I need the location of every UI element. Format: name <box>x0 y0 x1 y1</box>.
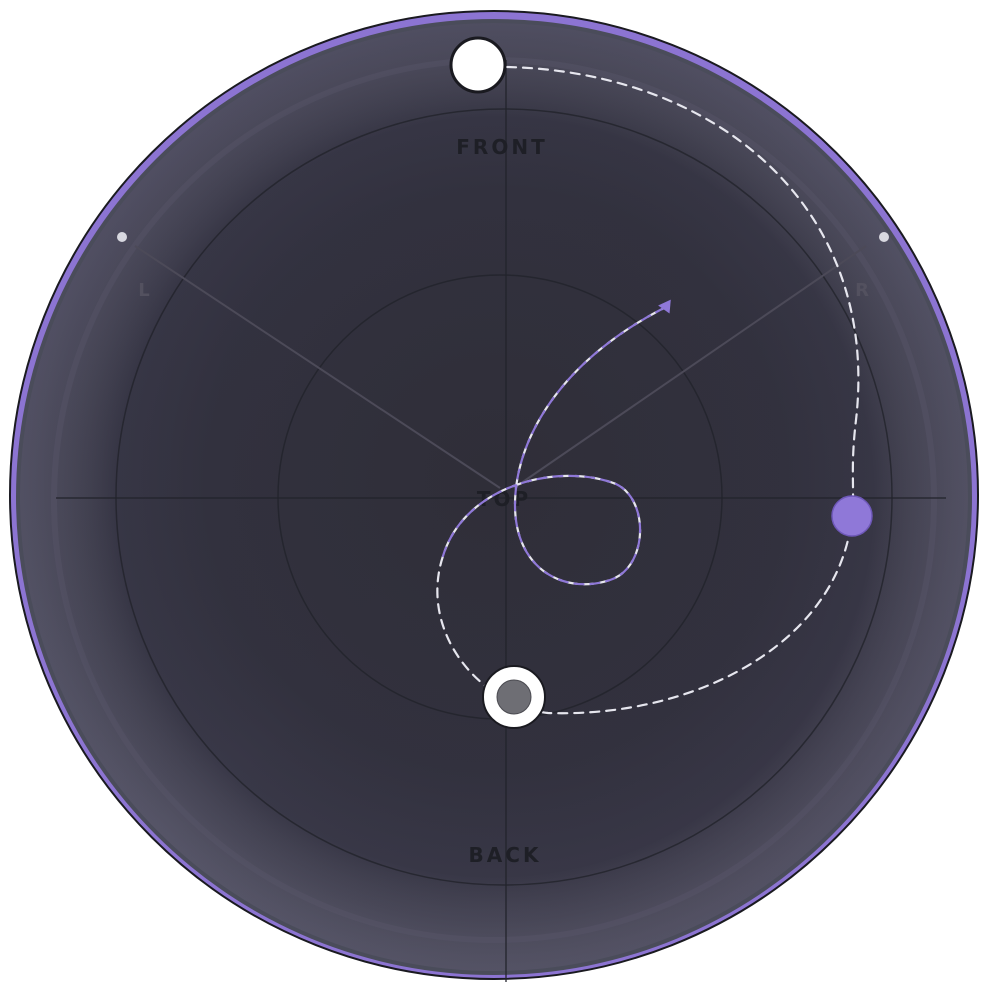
purple-handle[interactable] <box>832 496 872 536</box>
top-handle[interactable] <box>451 38 505 92</box>
left-speaker-dot <box>117 232 127 242</box>
source-handle-inner <box>497 680 531 714</box>
left-label: L <box>138 280 149 301</box>
right-speaker-dot <box>879 232 889 242</box>
front-label: FRONT <box>456 135 547 159</box>
back-label: BACK <box>469 843 542 867</box>
source-handle[interactable] <box>483 666 545 728</box>
right-label: R <box>855 280 869 301</box>
